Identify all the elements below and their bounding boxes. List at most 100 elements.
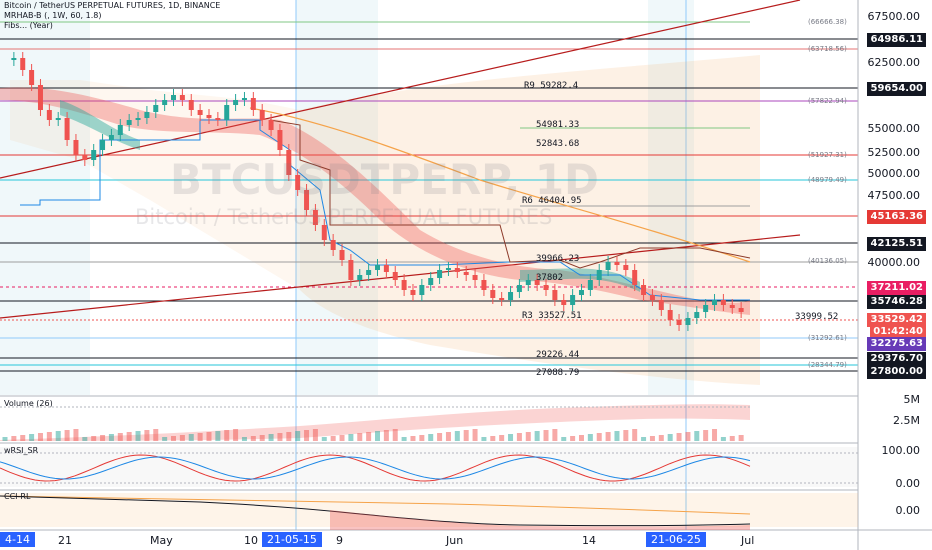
level-label: 33999.52 <box>795 312 839 322</box>
fib-level-label: (57822.94) <box>808 97 847 105</box>
volume-bar <box>312 429 318 441</box>
candle-body <box>649 295 655 300</box>
indicator-fibs-title[interactable]: Fibs... (Year) <box>4 21 53 30</box>
candle-body <box>552 290 558 300</box>
volume-bar <box>499 435 505 441</box>
candle-body <box>11 58 17 60</box>
volume-bar <box>171 436 177 441</box>
level-label: 54981.33 <box>536 120 580 130</box>
volume-bar <box>667 434 673 441</box>
volume-bar <box>126 432 132 441</box>
candle-body <box>135 118 141 120</box>
price-axis-label: 50000.00 <box>867 167 921 180</box>
price-axis-label: 40000.00 <box>867 256 921 269</box>
candle-body <box>348 260 354 280</box>
price-tag: 59654.00 <box>867 82 926 96</box>
candle-body <box>224 105 230 120</box>
volume-bar <box>720 437 726 441</box>
candle-body <box>685 318 691 325</box>
volume-bar <box>703 430 709 441</box>
candle-body <box>410 290 416 295</box>
candle-body <box>277 130 283 150</box>
volume-bar <box>392 429 398 441</box>
price-tag: 45163.36 <box>867 210 926 224</box>
cci-title[interactable]: CCI-RL <box>4 492 31 501</box>
volume-bar <box>179 435 185 441</box>
candle-body <box>720 300 726 305</box>
cci-axis-label: 0.00 <box>895 504 921 517</box>
candle-body <box>632 270 638 285</box>
volume-bar <box>241 437 247 441</box>
volume-bar <box>694 431 700 441</box>
level-label: 39966.23 <box>536 254 580 264</box>
candle-body <box>694 312 700 318</box>
volume-bar <box>383 430 389 441</box>
date-label: 9 <box>336 534 343 547</box>
chart-title: Bitcoin / TetherUS PERPETUAL FUTURES, 1D… <box>4 1 221 10</box>
candle-body <box>508 292 514 300</box>
volume-bar <box>2 437 8 441</box>
volume-bar <box>614 431 620 441</box>
candle-body <box>392 272 398 280</box>
candle-body <box>614 262 620 265</box>
candle-body <box>339 250 345 260</box>
candle-body <box>286 150 292 175</box>
volume-bar <box>144 430 150 441</box>
candle-body <box>375 265 380 270</box>
volume-bar <box>277 433 283 441</box>
candle-body <box>667 310 673 320</box>
wrsi-title[interactable]: wRSI_SR <box>4 446 39 455</box>
candlestick-series <box>11 52 744 331</box>
candle-body <box>233 100 239 105</box>
price-tag: 42125.51 <box>867 237 926 251</box>
volume-bar <box>215 431 221 441</box>
volume-bar <box>508 434 514 441</box>
volume-bar <box>321 437 327 441</box>
fib-level-label: (51927.31) <box>808 151 847 159</box>
volume-bar <box>623 430 629 441</box>
candle-body <box>437 270 443 278</box>
candle-body <box>29 70 35 85</box>
candle-body <box>481 280 487 290</box>
candle-body <box>20 58 26 70</box>
indicator-mrhab-title[interactable]: MRHAB-B (, 1W, 60, 1.8) <box>4 11 102 20</box>
fib-level-label: (40136.05) <box>808 257 847 265</box>
candle-body <box>259 110 265 120</box>
date-label: 10 <box>244 534 258 547</box>
volume-bar <box>428 434 434 441</box>
volume-title[interactable]: Volume (26) <box>4 399 53 408</box>
date-axis-start: 4-14 <box>0 532 35 547</box>
volume-bar <box>100 435 106 441</box>
volume-bar <box>570 436 576 441</box>
volume-bar <box>516 433 522 441</box>
level-label: R9 59282.4 <box>524 81 579 91</box>
candle-body <box>55 118 61 120</box>
volume-bar <box>197 433 203 441</box>
volume-bar <box>259 435 265 441</box>
fib-level-label: (66666.38) <box>808 18 847 26</box>
candle-body <box>454 268 460 272</box>
volume-bar <box>375 431 380 441</box>
volume-bar <box>437 433 443 441</box>
candle-body <box>304 190 310 210</box>
candle-body <box>144 112 150 118</box>
price-axis-label: 52500.00 <box>867 146 921 159</box>
candle-body <box>605 262 611 270</box>
volume-bar <box>233 429 239 441</box>
candle-body <box>206 115 212 118</box>
volume-bar <box>605 432 611 441</box>
volume-bar <box>46 432 52 441</box>
price-axis-label: 67500.00 <box>867 10 921 23</box>
candle-body <box>312 210 318 225</box>
wrsi-axis-label: 100.00 <box>881 444 921 457</box>
volume-bar <box>445 432 451 441</box>
candle-body <box>197 110 203 115</box>
candle-body <box>445 268 451 270</box>
candle-body <box>268 120 274 130</box>
price-tag: 27800.00 <box>867 365 926 379</box>
candle-body <box>46 110 52 120</box>
volume-axis-label: 2.5M <box>893 414 920 427</box>
fib-level-label: (63718.56) <box>808 45 847 53</box>
last-price-tag: 33529.42 <box>867 313 926 327</box>
